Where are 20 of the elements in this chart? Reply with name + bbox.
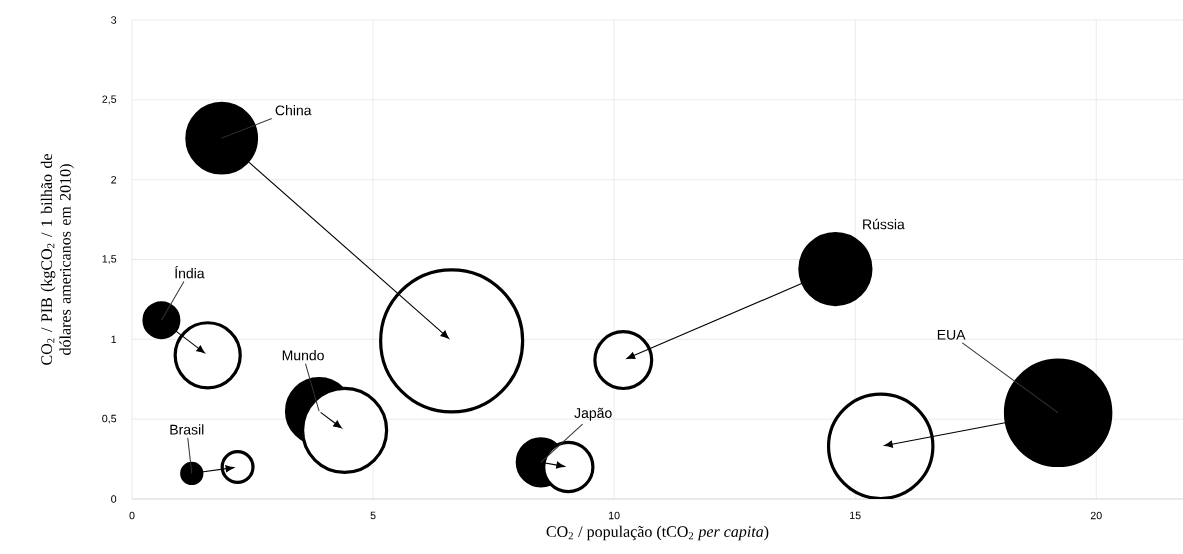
y-tick-label: 2 [111,175,117,184]
y-tick-label: 0,5 [102,414,117,424]
y-tick-label: 0 [111,495,117,503]
x-axis-title: CO$_{2}$ / população (tCO$_{2}$ per capita) [546,525,769,541]
annotation: Brasil [170,424,204,435]
x-tick-label: 0 [129,511,135,520]
x-tick-label: 15 [850,511,861,520]
x-tick-label: 10 [609,511,620,520]
y-tick-label: 1 [111,335,117,343]
y-tick-label: 1,5 [102,255,117,264]
annotation: Japão [574,407,612,421]
x-tick-label: 20 [1090,511,1102,520]
annotation: Mundo [282,350,324,361]
annotation: China [275,105,312,116]
annotation: Índia [175,266,205,279]
x-tick-label: 5 [370,511,376,520]
annotation: EUA [937,329,966,340]
y-tick-label: 2,5 [102,95,117,105]
annotation: Rússia [863,218,905,230]
y-tick-label: 3 [111,16,117,24]
